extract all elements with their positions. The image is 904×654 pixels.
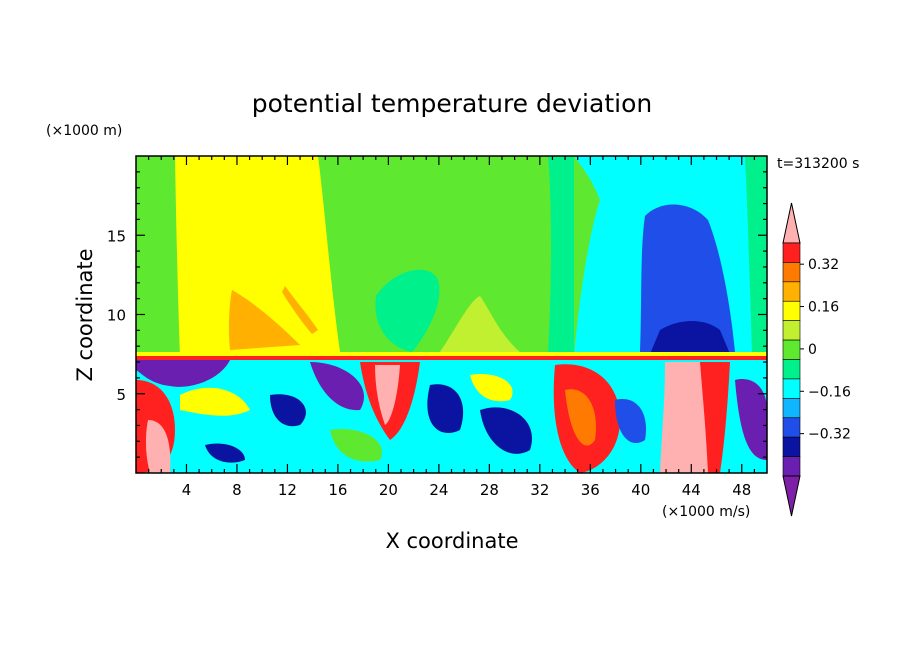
colorbar-tick-label: −0.16 <box>808 384 851 400</box>
colorbar-segment <box>782 262 801 283</box>
lower-navy-center <box>427 384 464 433</box>
y-tick-label: 10 <box>107 307 126 325</box>
x-tick-label: 8 <box>232 481 242 499</box>
colorbar-segment <box>782 242 801 263</box>
x-tick-label: 20 <box>379 481 398 499</box>
colorbar-tick-label: −0.32 <box>808 427 851 443</box>
colorbar-bottom-arrow <box>782 475 801 517</box>
x-tick-label: 36 <box>581 481 600 499</box>
x-tick-label: 24 <box>429 481 448 499</box>
lower-turbulent-layer <box>136 360 767 473</box>
field-left-edge-neutral <box>136 156 180 360</box>
x-tick-label: 12 <box>278 481 297 499</box>
lower-pink-right <box>660 362 710 473</box>
x-tick-label: 16 <box>328 481 347 499</box>
colorbar: 0.32 0.16 0 −0.16 −0.32 <box>782 202 851 517</box>
field-orange-streak <box>282 286 318 334</box>
x-unit-label: (×1000 m/s) <box>662 504 750 520</box>
x-tick-label: 44 <box>682 481 701 499</box>
lower-orange-right <box>565 389 596 446</box>
colorbar-segment <box>782 281 801 302</box>
x-axis-label: X coordinate <box>385 529 518 553</box>
colorbar-segment <box>782 359 801 380</box>
colorbar-segment <box>782 417 801 438</box>
colorbar-segment <box>782 378 801 399</box>
x-axis: 4 8 12 16 20 24 28 32 36 40 44 48 <box>148 156 755 499</box>
field-center-peak <box>440 296 520 352</box>
colorbar-segment <box>782 456 801 477</box>
x-tick-label: 28 <box>480 481 499 499</box>
x-tick-label: 32 <box>530 481 549 499</box>
field-right-edge-neutral <box>745 156 767 356</box>
lower-yellow-center <box>470 374 513 402</box>
lower-pink-left <box>145 420 171 473</box>
field-right-neutral-band <box>548 156 574 356</box>
lower-green-patch <box>330 429 382 462</box>
lower-purple-center <box>310 362 364 411</box>
colorbar-segment <box>782 300 801 321</box>
colorbar-segment <box>782 339 801 360</box>
colorbar-segment <box>782 320 801 341</box>
colorbar-top-arrow <box>782 202 801 244</box>
x-tick-label: 48 <box>732 481 751 499</box>
y-tick-label: 5 <box>116 386 126 404</box>
lower-purple-left <box>136 360 230 387</box>
time-label: t=313200 s <box>777 156 859 172</box>
y-unit-label: (×1000 m) <box>46 123 122 139</box>
lower-red-right-edge <box>700 362 730 473</box>
lower-yellow-left <box>180 387 250 416</box>
x-tick-label: 4 <box>182 481 192 499</box>
y-tick-label: 15 <box>107 227 126 245</box>
field-right-column-strong <box>650 321 730 354</box>
colorbar-tick-label: 0.16 <box>808 300 839 316</box>
lower-navy-blob-2 <box>270 394 306 427</box>
y-axis-label: Z coordinate <box>73 248 97 381</box>
field-inversion-line <box>136 356 767 360</box>
lower-navy-right-center <box>480 407 532 454</box>
lower-purple-right <box>735 379 767 460</box>
plot-area <box>136 156 767 473</box>
field-right-column-negative <box>640 204 735 352</box>
colorbar-tick-label: 0.32 <box>808 257 839 273</box>
colorbar-segment <box>782 398 801 419</box>
field-center-lens <box>375 269 440 352</box>
field-orange-plume <box>228 290 300 350</box>
colorbar-segment <box>782 436 801 457</box>
lower-navy-blob-1 <box>205 443 245 463</box>
lower-pink-center <box>375 365 400 425</box>
x-tick-label: 40 <box>631 481 650 499</box>
lower-blue-right <box>615 399 646 444</box>
y-axis: 5 10 15 <box>107 171 767 458</box>
chart-title: potential temperature deviation <box>252 89 652 118</box>
colorbar-tick-label: 0 <box>808 342 817 358</box>
